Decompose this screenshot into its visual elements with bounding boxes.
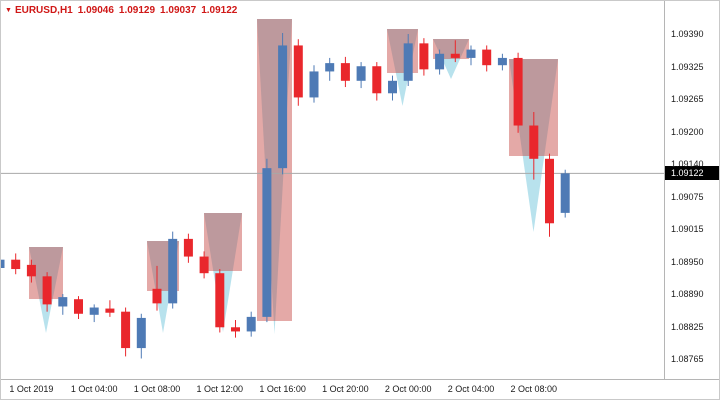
candle-body — [42, 276, 52, 305]
candle-body — [215, 273, 225, 328]
price-axis-label: 1.09140 — [671, 158, 704, 169]
candle-body — [136, 317, 146, 349]
pattern-zone-rect — [204, 213, 242, 271]
candle-body — [11, 259, 21, 270]
time-axis-label: 1 Oct 12:00 — [196, 384, 244, 394]
time-axis-label: 1 Oct 2019 — [9, 384, 54, 394]
candle-body — [231, 327, 240, 332]
price-axis-label: 1.08825 — [671, 322, 704, 333]
pattern-zone-rect — [387, 29, 418, 73]
candle-body — [183, 238, 193, 257]
candle-body — [435, 53, 445, 70]
price-axis-label: 1.09015 — [671, 223, 704, 234]
ohlc-high: 1.09129 — [118, 5, 156, 16]
candle-body — [388, 80, 397, 94]
pattern-zone-triangle — [204, 213, 242, 332]
candle-body — [403, 43, 413, 81]
price-axis-label: 1.09390 — [671, 28, 704, 39]
candle-body — [89, 307, 99, 315]
time-axis-label: 1 Oct 08:00 — [133, 384, 181, 394]
time-axis-label: 2 Oct 08:00 — [510, 384, 558, 394]
chart-plot-area[interactable]: ▼ EURUSD,H1 1.09046 1.09129 1.09037 1.09122 — [1, 1, 664, 379]
price-axis-label: 1.08950 — [671, 257, 704, 268]
candle-body — [278, 45, 288, 169]
candle-body — [74, 299, 83, 314]
symbol-ohlc-readout: ▼ EURUSD,H1 1.09046 1.09129 1.09037 1.09122 — [5, 5, 242, 16]
candle-body — [246, 316, 256, 332]
candle-body — [262, 168, 272, 317]
symbol-label: EURUSD,H1 — [14, 5, 73, 16]
time-axis-label: 1 Oct 04:00 — [70, 384, 118, 394]
candle-body — [545, 158, 554, 224]
candle-body — [497, 57, 507, 66]
price-axis-label: 1.09325 — [671, 62, 704, 73]
candle-body — [121, 311, 131, 349]
candle-body — [26, 264, 36, 277]
current-price-tag: 1.09122 — [665, 166, 719, 181]
time-axis-label: 1 Oct 20:00 — [322, 384, 369, 394]
candle-body — [105, 308, 115, 313]
candle-body — [325, 63, 335, 72]
candle-body — [309, 71, 319, 98]
candle-body — [529, 125, 539, 159]
time-axis-label: 1 Oct 16:00 — [259, 384, 306, 394]
pattern-zone-triangle — [433, 39, 469, 79]
candle-body — [199, 256, 209, 274]
ohlc-close: 1.09122 — [201, 5, 238, 16]
candle-body — [58, 297, 68, 307]
ohlc-open: 1.09046 — [77, 5, 114, 16]
candle-body — [466, 49, 476, 58]
time-axis-label: 2 Oct 04:00 — [447, 384, 495, 394]
price-axis-label: 1.09265 — [671, 93, 704, 104]
ohlc-low: 1.09037 — [160, 5, 197, 16]
time-axis-label: 2 Oct 00:00 — [384, 384, 432, 394]
candle-body — [152, 288, 162, 304]
candle-body — [482, 49, 492, 66]
candle-body — [340, 63, 350, 81]
price-axis-label: 1.09075 — [671, 192, 704, 203]
candle-body — [513, 57, 523, 126]
price-axis-label: 1.09200 — [671, 127, 704, 138]
candle-body — [372, 66, 382, 94]
candle-body — [1, 259, 5, 268]
price-axis-label: 1.08890 — [671, 288, 704, 299]
candle-body — [560, 173, 570, 213]
candle-body — [356, 66, 366, 81]
candle-body — [419, 43, 429, 70]
candle-body — [168, 238, 178, 304]
candle-body — [450, 53, 460, 58]
candle-body — [293, 45, 303, 98]
price-axis[interactable]: 1.09122 1.09390 1.09325 1.09265 1.09200 1.09… — [664, 1, 719, 379]
symbol-marker-icon: ▼ — [5, 7, 12, 14]
candlestick-chart[interactable] — [1, 1, 664, 379]
price-axis-label: 1.08765 — [671, 353, 704, 364]
time-axis[interactable]: 1 Oct 2019 1 Oct 04:00 1 Oct 08:00 1 Oct 12… — [1, 379, 719, 399]
